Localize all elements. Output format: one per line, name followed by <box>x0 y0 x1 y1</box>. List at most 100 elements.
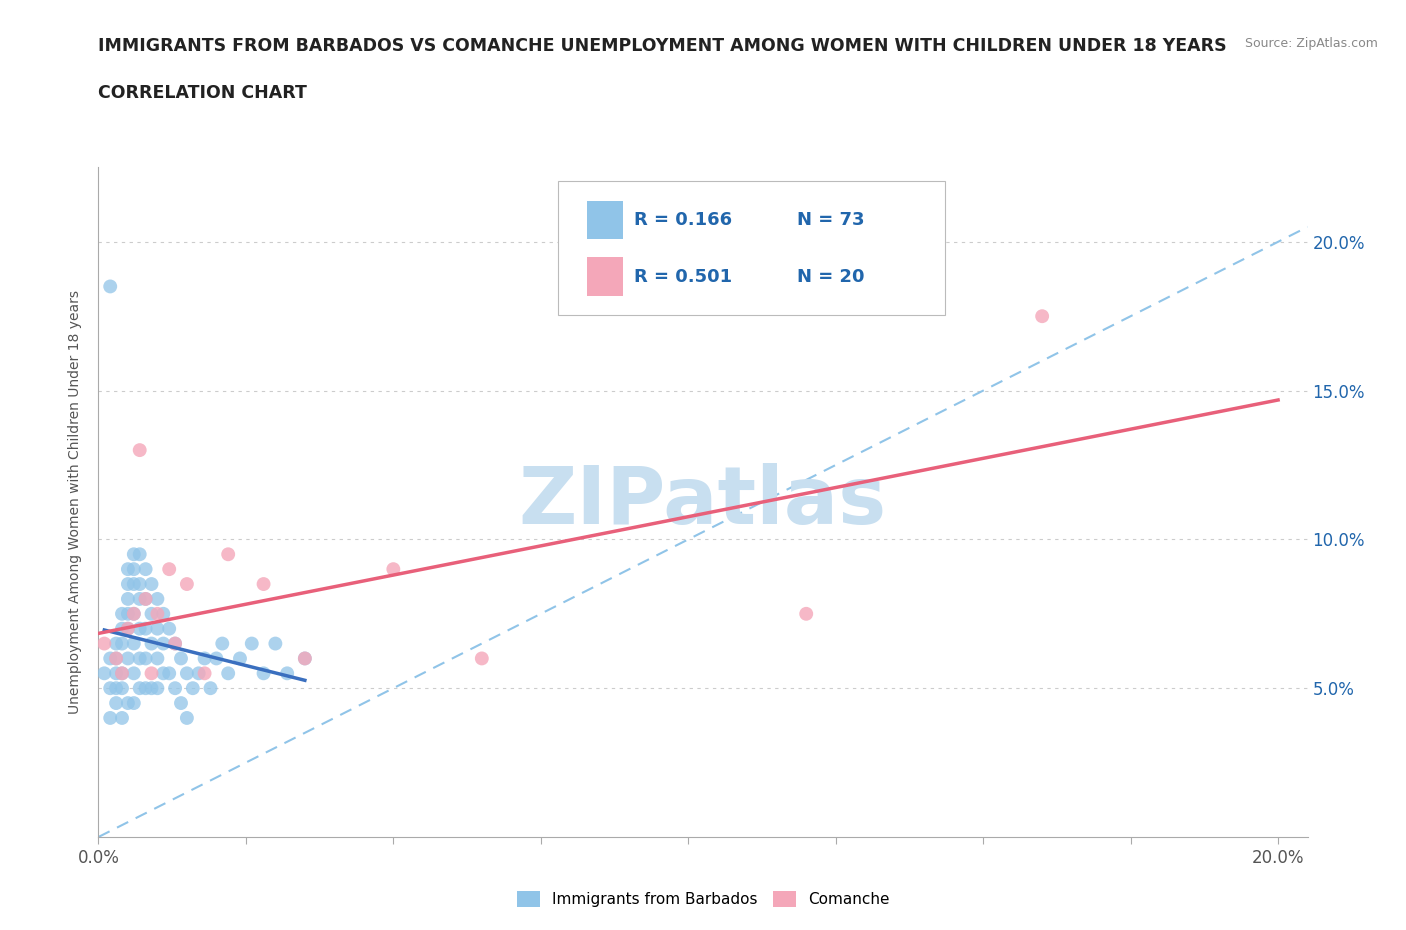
Point <box>117 621 139 636</box>
Point <box>181 681 204 696</box>
Point <box>128 651 150 666</box>
Point <box>187 666 209 681</box>
FancyBboxPatch shape <box>586 258 623 296</box>
Point <box>135 591 157 606</box>
Point <box>135 621 157 636</box>
Point <box>117 606 139 621</box>
Point <box>170 651 193 666</box>
Point <box>152 636 174 651</box>
Point <box>146 651 169 666</box>
Point <box>264 636 287 651</box>
Point <box>157 621 180 636</box>
Point <box>117 591 139 606</box>
Point <box>93 636 115 651</box>
Point <box>382 562 405 577</box>
Point <box>165 681 187 696</box>
Point <box>111 666 134 681</box>
Point <box>211 636 233 651</box>
Point <box>111 606 134 621</box>
Point <box>122 666 145 681</box>
Point <box>135 562 157 577</box>
Point <box>105 681 128 696</box>
FancyBboxPatch shape <box>558 180 945 314</box>
Point <box>128 591 150 606</box>
Point <box>122 577 145 591</box>
Point <box>98 279 121 294</box>
Point <box>252 666 274 681</box>
Point <box>165 636 187 651</box>
Point <box>135 591 157 606</box>
Point <box>141 606 163 621</box>
FancyBboxPatch shape <box>586 201 623 239</box>
Point <box>98 711 121 725</box>
Point <box>122 547 145 562</box>
Point <box>146 606 169 621</box>
Text: R = 0.501: R = 0.501 <box>634 268 733 286</box>
Text: R = 0.166: R = 0.166 <box>634 210 733 229</box>
Point <box>194 666 217 681</box>
Point <box>117 696 139 711</box>
Point <box>157 562 180 577</box>
Point <box>176 577 198 591</box>
Point <box>176 711 198 725</box>
Text: N = 20: N = 20 <box>797 268 865 286</box>
Point <box>98 651 121 666</box>
Text: IMMIGRANTS FROM BARBADOS VS COMANCHE UNEMPLOYMENT AMONG WOMEN WITH CHILDREN UNDE: IMMIGRANTS FROM BARBADOS VS COMANCHE UNE… <box>98 37 1227 55</box>
Point <box>105 651 128 666</box>
Point <box>117 621 139 636</box>
Point <box>111 711 134 725</box>
Point <box>141 666 163 681</box>
Point <box>471 651 494 666</box>
Point <box>152 606 174 621</box>
Point <box>217 666 239 681</box>
Point <box>146 591 169 606</box>
Point <box>128 443 150 458</box>
Text: N = 73: N = 73 <box>797 210 865 229</box>
Point <box>294 651 316 666</box>
Point <box>128 621 150 636</box>
Point <box>252 577 274 591</box>
Point <box>105 666 128 681</box>
Point <box>117 651 139 666</box>
Point <box>105 696 128 711</box>
Point <box>141 577 163 591</box>
Point <box>146 681 169 696</box>
Point <box>135 651 157 666</box>
Point <box>294 651 316 666</box>
Legend: Immigrants from Barbados, Comanche: Immigrants from Barbados, Comanche <box>510 884 896 913</box>
Point <box>122 696 145 711</box>
Point <box>98 681 121 696</box>
Point <box>794 606 817 621</box>
Point <box>194 651 217 666</box>
Point <box>146 621 169 636</box>
Point <box>128 681 150 696</box>
Point <box>205 651 228 666</box>
Point <box>93 666 115 681</box>
Point <box>176 666 198 681</box>
Point <box>128 577 150 591</box>
Point <box>117 562 139 577</box>
Point <box>122 606 145 621</box>
Point <box>217 547 239 562</box>
Point <box>200 681 222 696</box>
Point <box>128 547 150 562</box>
Point <box>111 681 134 696</box>
Point <box>152 666 174 681</box>
Point <box>141 681 163 696</box>
Point <box>170 696 193 711</box>
Point <box>229 651 252 666</box>
Text: Source: ZipAtlas.com: Source: ZipAtlas.com <box>1244 37 1378 50</box>
Point <box>141 636 163 651</box>
Point <box>240 636 263 651</box>
Text: CORRELATION CHART: CORRELATION CHART <box>98 84 308 101</box>
Point <box>117 577 139 591</box>
Point <box>165 636 187 651</box>
Point <box>276 666 298 681</box>
Point <box>111 636 134 651</box>
Point <box>122 562 145 577</box>
Point <box>111 621 134 636</box>
Point <box>135 681 157 696</box>
Y-axis label: Unemployment Among Women with Children Under 18 years: Unemployment Among Women with Children U… <box>69 290 83 714</box>
Point <box>157 666 180 681</box>
Point <box>111 666 134 681</box>
